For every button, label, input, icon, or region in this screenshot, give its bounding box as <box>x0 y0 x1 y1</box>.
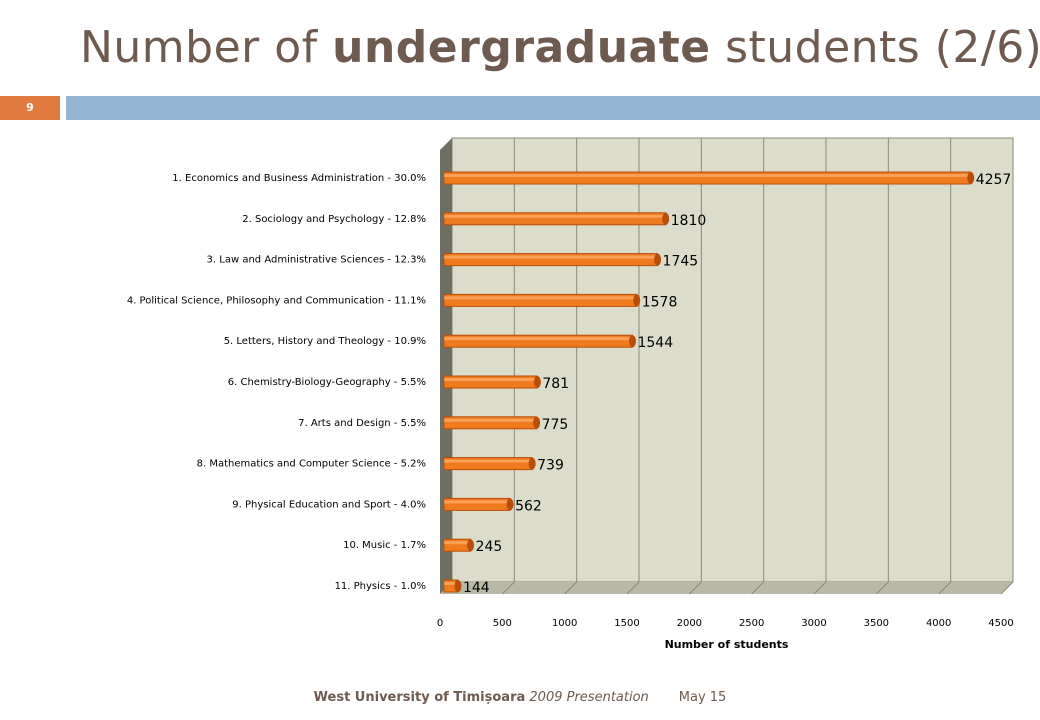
bar-end-cap <box>506 498 514 511</box>
title-bold-word: undergraduate <box>332 22 711 73</box>
bar <box>443 497 511 511</box>
bar-value-label: 245 <box>476 539 503 555</box>
bar-value-label: 1544 <box>637 335 673 351</box>
y-category-label: 10. Music - 1.7% <box>343 540 426 551</box>
y-category-label: 11. Physics - 1.0% <box>335 581 426 592</box>
bar-end-cap <box>533 376 541 388</box>
bar-highlight <box>444 500 511 504</box>
slide-number-badge: 9 <box>0 96 60 120</box>
bar-end-cap <box>528 457 536 470</box>
x-axis-title: Number of students <box>665 638 789 651</box>
gridline-floor <box>626 581 640 595</box>
bar-value-label: 4257 <box>976 172 1012 188</box>
bar <box>443 253 659 267</box>
bar-end-cap <box>533 416 541 429</box>
x-tick-label: 3000 <box>801 618 826 629</box>
bar-value-label: 1810 <box>671 213 707 229</box>
bar-value-label: 781 <box>542 376 569 392</box>
footer-org: West University of Timișoara <box>313 690 526 705</box>
title-prefix: Number of <box>80 22 333 73</box>
bar-highlight <box>444 337 633 341</box>
bar-chart: 0 500 1000 1500 2000 2500 3000 3500 4000 4500 Numb… <box>127 137 1014 651</box>
bar-value-label: 562 <box>515 498 542 514</box>
gridline-floor <box>751 581 765 595</box>
bar-end-cap <box>662 212 670 225</box>
bar-highlight <box>444 378 538 381</box>
gridline-floor <box>813 581 827 595</box>
x-tick-label: 1500 <box>614 618 639 629</box>
y-category-label: 1. Economics and Business Administration… <box>172 173 426 184</box>
bar <box>443 212 667 226</box>
bar <box>443 171 972 185</box>
bar-highlight <box>444 418 537 422</box>
bar <box>443 538 472 552</box>
footer-date: May 15 <box>678 690 727 705</box>
bar-value-label: 1745 <box>663 254 699 270</box>
bar-highlight <box>444 459 533 463</box>
title-suffix: students (2/6) <box>710 22 1040 73</box>
x-tick-label: 500 <box>493 618 512 629</box>
gridline-floor <box>875 581 889 595</box>
bar-end-cap <box>967 172 975 184</box>
gridline-floor <box>1000 581 1014 595</box>
gridline-floor <box>938 581 952 595</box>
y-category-label: 3. Law and Administrative Sciences - 12.… <box>207 255 426 266</box>
y-category-label: 5. Letters, History and Theology - 10.9% <box>224 336 426 347</box>
bar-highlight <box>444 174 971 177</box>
bar-value-label: 739 <box>537 458 564 474</box>
page-title: Number of undergraduate students (2/6) <box>80 22 1040 73</box>
y-category-label: 9. Physical Education and Sport - 4.0% <box>232 499 426 510</box>
bar-highlight <box>444 255 658 259</box>
x-tick-label: 2500 <box>739 618 764 629</box>
plot-back-wall <box>451 137 1014 583</box>
x-tick-label: 1000 <box>552 618 577 629</box>
x-tick-label: 2000 <box>677 618 702 629</box>
bar-end-cap <box>467 539 475 552</box>
bar <box>443 457 533 471</box>
x-tick-label: 4500 <box>988 618 1013 629</box>
x-tick-label: 0 <box>437 618 443 629</box>
x-tick-label: 4000 <box>926 618 951 629</box>
plot-side-wall <box>440 138 452 594</box>
gridline-floor <box>501 581 515 595</box>
bar-end-cap <box>454 580 462 592</box>
gridline-floor <box>688 581 702 595</box>
footer-subtitle: 2009 Presentation <box>529 690 649 705</box>
bar-highlight <box>444 582 458 585</box>
bar-value-label: 775 <box>542 417 569 433</box>
bar-end-cap <box>654 253 662 266</box>
y-category-label: 7. Arts and Design - 5.5% <box>298 418 426 429</box>
header-band <box>66 96 1040 120</box>
bar <box>443 293 638 307</box>
bar-value-label: 144 <box>463 580 490 596</box>
bar-end-cap <box>628 335 636 348</box>
bar-highlight <box>444 296 637 300</box>
footer: West University of Timișoara 2009 Presen… <box>0 690 1040 705</box>
bar-highlight <box>444 541 471 545</box>
gridline-floor <box>564 581 578 595</box>
x-tick-label: 3500 <box>864 618 889 629</box>
bar-end-cap <box>633 294 641 307</box>
y-category-label: 2. Sociology and Psychology - 12.8% <box>242 214 426 225</box>
y-category-label: 4. Political Science, Philosophy and Com… <box>127 295 426 306</box>
bar-value-label: 1578 <box>642 294 678 310</box>
bar-highlight <box>444 214 666 218</box>
bar <box>443 416 538 430</box>
bar <box>443 334 633 348</box>
y-category-label: 6. Chemistry-Biology-Geography - 5.5% <box>228 377 426 388</box>
y-category-label: 8. Mathematics and Computer Science - 5.… <box>197 459 426 470</box>
bar <box>443 375 538 389</box>
plot-floor <box>440 582 1013 594</box>
